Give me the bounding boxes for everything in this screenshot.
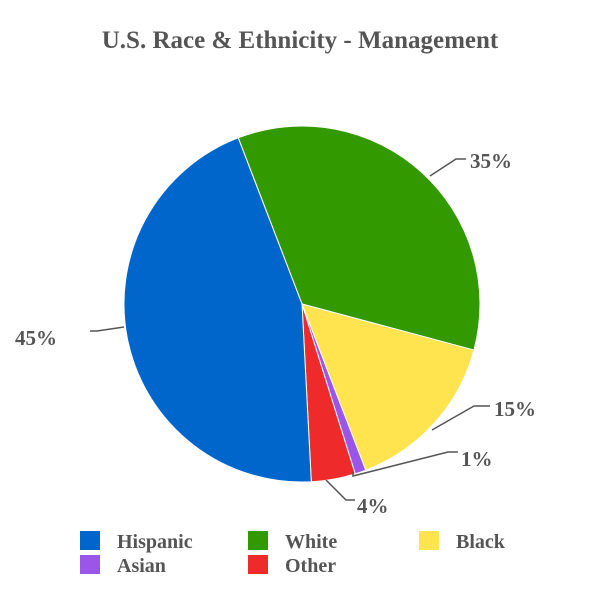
chart-title: U.S. Race & Ethnicity - Management (102, 27, 499, 54)
legend-item-hispanic: Hispanic (80, 531, 193, 553)
legend-swatch-white (248, 531, 268, 550)
legend-item-other: Other (248, 555, 336, 577)
legend-item-black: Black (419, 531, 506, 553)
data-label-asian: 1% (461, 447, 493, 471)
data-label-black: 15% (494, 397, 536, 421)
legend-label-black: Black (456, 531, 506, 553)
legend-swatch-hispanic (80, 531, 100, 550)
leader-line-hispanic (90, 326, 125, 332)
leader-line-white (429, 158, 466, 177)
leader-line-asian (352, 451, 458, 477)
legend-label-other: Other (285, 555, 336, 577)
data-label-hispanic: 45% (15, 326, 57, 350)
legend-label-hispanic: Hispanic (117, 531, 193, 553)
leader-lines (90, 158, 490, 501)
pie-slice-black (301, 303, 475, 471)
data-label-other: 4% (357, 494, 389, 518)
data-labels: 35% 15% 1% 4% 45% (15, 149, 536, 518)
legend-label-white: White (285, 531, 337, 553)
legend-label-asian: Asian (117, 555, 166, 577)
pie-slices (123, 125, 481, 483)
legend-swatch-black (419, 531, 439, 550)
pie-slice-hispanic (123, 137, 312, 483)
legend-swatch-other (248, 555, 268, 574)
leader-line-black (431, 405, 490, 431)
data-label-white: 35% (470, 149, 512, 173)
legend-swatch-asian (80, 555, 100, 574)
legend: Hispanic White Black Asian Other (80, 531, 506, 577)
legend-item-asian: Asian (80, 555, 166, 577)
legend-item-white: White (248, 531, 337, 553)
leader-line-other (325, 479, 355, 501)
